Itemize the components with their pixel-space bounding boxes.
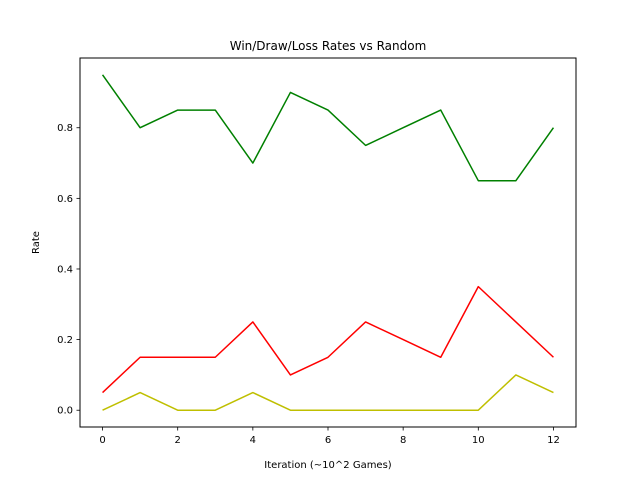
x-tick-label: 2 bbox=[175, 435, 181, 446]
series-layer bbox=[101, 74, 555, 411]
y-tick-label: 0.8 bbox=[57, 123, 73, 134]
series-line-1 bbox=[101, 74, 555, 182]
x-axis-label: Iteration (~10^2 Games) bbox=[264, 460, 392, 471]
x-tick-label: 6 bbox=[325, 435, 331, 446]
x-tick-label: 10 bbox=[472, 435, 485, 446]
x-tick-label: 0 bbox=[99, 435, 105, 446]
tick-layer: 0 2 4 6 8 10 12 0.0 0.2 0.4 0.6 0.8 bbox=[57, 123, 560, 446]
x-tick-label: 8 bbox=[400, 435, 406, 446]
y-tick-label: 0.0 bbox=[57, 406, 73, 417]
x-tick-label: 12 bbox=[547, 435, 560, 446]
y-axis-label: Rate bbox=[31, 231, 42, 254]
series-line-3 bbox=[102, 374, 554, 411]
series-line-2 bbox=[102, 285, 554, 394]
y-tick-label: 0.4 bbox=[57, 264, 73, 275]
y-tick-label: 0.6 bbox=[57, 194, 73, 205]
plot-frame bbox=[79, 57, 577, 428]
y-tick-label: 0.2 bbox=[57, 335, 73, 346]
chart-title: Win/Draw/Loss Rates vs Random bbox=[230, 39, 427, 53]
x-tick-label: 4 bbox=[250, 435, 256, 446]
